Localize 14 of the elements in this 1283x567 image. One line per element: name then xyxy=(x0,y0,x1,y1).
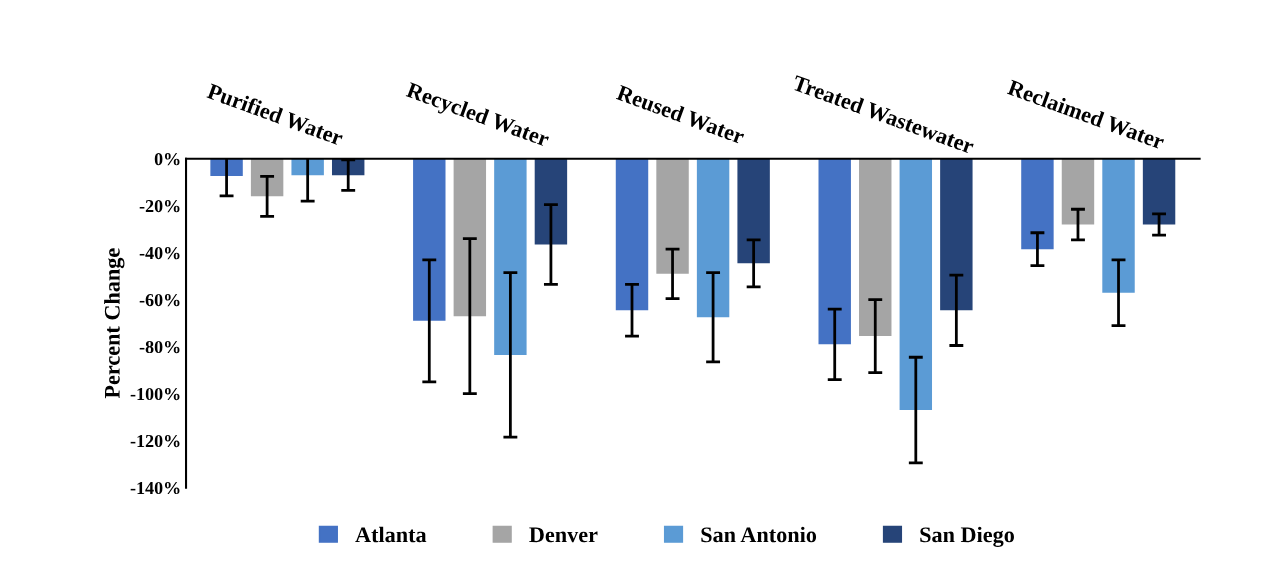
legend-label: Atlanta xyxy=(355,526,427,543)
y-tick-label: -100% xyxy=(130,387,180,401)
y-axis-title: Percent Change xyxy=(104,248,125,399)
y-tick-label: 0% xyxy=(154,153,180,166)
legend-label: San Antonio xyxy=(701,526,817,543)
y-tick-label: -60% xyxy=(139,293,180,307)
y-tick-label: -40% xyxy=(139,246,180,260)
y-tick-label: -140% xyxy=(130,481,180,495)
x-tick-label: Reused Water xyxy=(615,84,746,145)
legend-label: Denver xyxy=(529,527,598,543)
y-tick-label: -120% xyxy=(130,434,180,448)
y-tick-label: -20% xyxy=(139,200,180,213)
y-tick-label: -80% xyxy=(139,340,180,354)
legend-label: San Diego xyxy=(920,526,1014,547)
